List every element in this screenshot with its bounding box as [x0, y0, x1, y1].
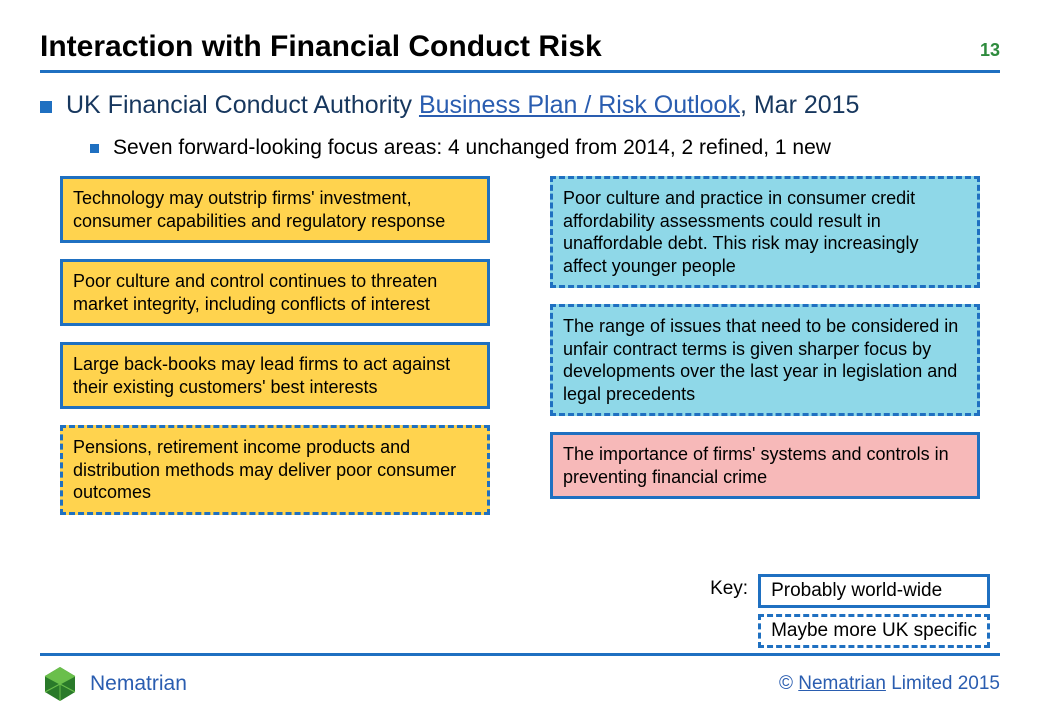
bullet-icon	[40, 101, 52, 113]
legend-item: Maybe more UK specific	[758, 614, 990, 648]
legend-items: Probably world-wide Maybe more UK specifi…	[758, 574, 990, 648]
logo-icon	[40, 664, 80, 704]
header-row: Interaction with Financial Conduct Risk …	[40, 30, 1000, 73]
bullet-suffix: , Mar 2015	[740, 91, 860, 119]
legend: Key: Probably world-wide Maybe more UK sp…	[710, 574, 990, 648]
focus-area-box: Technology may outstrip firms' investmen…	[60, 176, 490, 243]
right-column: Poor culture and practice in consumer cr…	[550, 176, 980, 515]
business-plan-link[interactable]: Business Plan / Risk Outlook	[419, 91, 740, 119]
page-number: 13	[980, 40, 1000, 61]
bullet-icon	[90, 144, 99, 153]
legend-label: Key:	[710, 574, 748, 600]
boxes-area: Technology may outstrip firms' investmen…	[40, 176, 1000, 515]
footer-left: Nematrian	[40, 664, 187, 704]
copyright-brand[interactable]: Nematrian	[798, 673, 886, 694]
slide: Interaction with Financial Conduct Risk …	[0, 0, 1040, 720]
copyright-suffix: Limited 2015	[886, 673, 1000, 694]
focus-area-box: Large back-books may lead firms to act a…	[60, 342, 490, 409]
main-bullet: UK Financial Conduct Authority Business …	[40, 91, 1000, 120]
bullet-prefix: UK Financial Conduct Authority	[66, 91, 419, 119]
sub-bullet-text: Seven forward-looking focus areas: 4 unc…	[113, 136, 831, 160]
main-bullet-text: UK Financial Conduct Authority Business …	[66, 91, 859, 120]
legend-item: Probably world-wide	[758, 574, 990, 608]
focus-area-box: Pensions, retirement income products and…	[60, 425, 490, 515]
footer-brand: Nematrian	[90, 672, 187, 696]
focus-area-box: Poor culture and practice in consumer cr…	[550, 176, 980, 288]
copyright-prefix: ©	[779, 673, 798, 694]
focus-area-box: The range of issues that need to be cons…	[550, 304, 980, 416]
focus-area-box: Poor culture and control continues to th…	[60, 259, 490, 326]
footer: Nematrian © Nematrian Limited 2015	[40, 653, 1000, 704]
sub-bullet: Seven forward-looking focus areas: 4 unc…	[90, 136, 1000, 160]
footer-copyright: © Nematrian Limited 2015	[779, 673, 1000, 695]
slide-title: Interaction with Financial Conduct Risk	[40, 30, 602, 64]
left-column: Technology may outstrip firms' investmen…	[60, 176, 490, 515]
focus-area-box: The importance of firms' systems and con…	[550, 432, 980, 499]
